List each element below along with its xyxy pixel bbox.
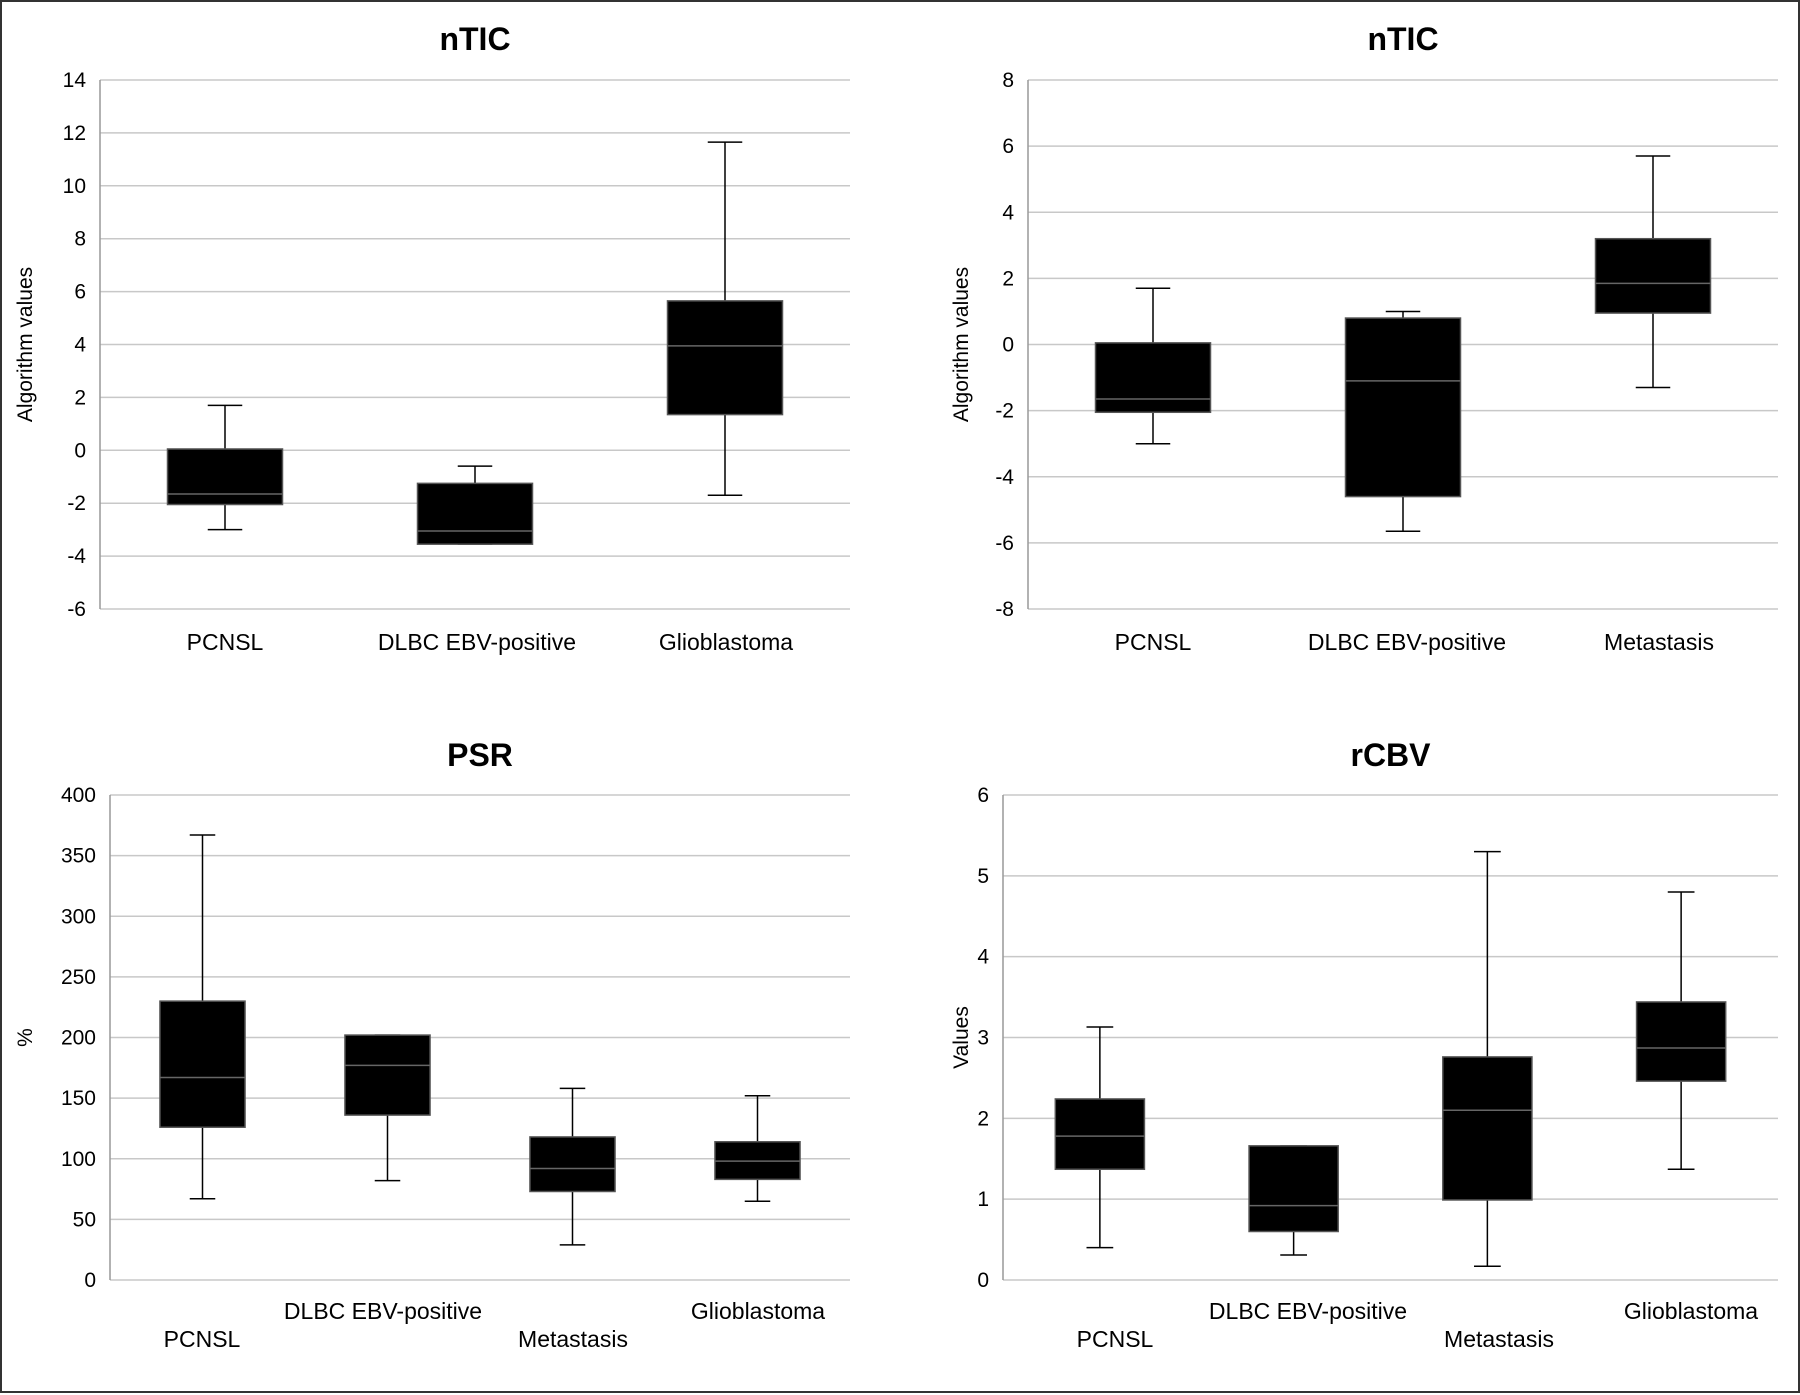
category-label: Metastasis — [1604, 629, 1714, 655]
y-tick-label: 12 — [63, 122, 86, 145]
y-tick-label: 100 — [61, 1148, 96, 1171]
box-iqr — [166, 448, 284, 506]
y-tick-label: -6 — [67, 598, 86, 621]
y-tick-label: 400 — [61, 784, 96, 807]
category-label: PCNSL — [1115, 629, 1192, 655]
category-label: PCNSL — [187, 629, 264, 655]
y-tick-label: 0 — [84, 1269, 96, 1292]
chart-title: nTIC — [1367, 21, 1438, 57]
box-iqr — [1442, 1056, 1533, 1201]
y-tick-label: 10 — [63, 175, 86, 198]
box-iqr — [1248, 1145, 1339, 1233]
y-tick-label: 4 — [977, 946, 989, 969]
y-tick-label: -2 — [995, 400, 1014, 423]
box-iqr — [344, 1034, 431, 1116]
category-label: DLBC EBV-positive — [284, 1298, 482, 1324]
box-iqr — [1344, 317, 1462, 498]
category-label: DLBC EBV-positive — [378, 629, 576, 655]
y-tick-label: 6 — [977, 784, 989, 807]
y-tick-label: -4 — [67, 545, 86, 568]
y-tick-label: 0 — [977, 1269, 989, 1292]
y-tick-label: 6 — [74, 281, 86, 304]
y-tick-label: 2 — [977, 1107, 989, 1130]
y-tick-label: 0 — [1002, 334, 1014, 357]
y-tick-label: 250 — [61, 966, 96, 989]
category-label: PCNSL — [164, 1326, 241, 1352]
y-axis-label: Algorithm values — [950, 267, 973, 422]
category-label: Glioblastoma — [691, 1298, 825, 1324]
box-iqr — [666, 300, 784, 416]
category-label: Glioblastoma — [1624, 1298, 1758, 1324]
box-iqr — [1635, 1001, 1727, 1082]
y-tick-label: 4 — [1002, 201, 1014, 224]
y-tick-label: 150 — [61, 1087, 96, 1110]
y-tick-label: -8 — [995, 598, 1014, 621]
box-iqr — [416, 482, 534, 545]
y-axis-label: Values — [950, 1006, 973, 1069]
box-iqr — [1054, 1098, 1146, 1171]
y-tick-label: 6 — [1002, 135, 1014, 158]
box-iqr — [529, 1136, 616, 1193]
y-tick-label: 2 — [74, 386, 86, 409]
category-label: DLBC EBV-positive — [1209, 1298, 1407, 1324]
y-tick-label: 14 — [63, 69, 87, 92]
y-tick-label: 2 — [1002, 267, 1014, 290]
chart-title: rCBV — [1350, 737, 1431, 773]
category-label: Glioblastoma — [659, 629, 793, 655]
y-tick-label: 0 — [74, 439, 86, 462]
category-label: PCNSL — [1077, 1326, 1154, 1352]
category-label: Metastasis — [518, 1326, 628, 1352]
y-tick-label: 8 — [74, 228, 86, 251]
category-label: Metastasis — [1444, 1326, 1554, 1352]
chart-title: nTIC — [439, 21, 510, 57]
y-tick-label: -4 — [995, 466, 1014, 489]
y-tick-label: 200 — [61, 1027, 96, 1050]
y-tick-label: 1 — [977, 1188, 989, 1211]
y-tick-label: 4 — [74, 334, 86, 357]
box-iqr — [1094, 342, 1212, 414]
box-iqr — [159, 1000, 246, 1128]
y-tick-label: 8 — [1002, 69, 1014, 92]
y-tick-label: -6 — [995, 532, 1014, 555]
chart-title: PSR — [447, 737, 513, 773]
y-axis-label: % — [14, 1028, 37, 1047]
y-tick-label: -2 — [67, 492, 86, 515]
y-tick-label: 350 — [61, 845, 96, 868]
y-tick-label: 3 — [977, 1027, 989, 1050]
y-axis-label: Algorithm values — [14, 267, 37, 422]
y-tick-label: 300 — [61, 905, 96, 928]
box-iqr — [1594, 237, 1712, 314]
category-label: DLBC EBV-positive — [1308, 629, 1506, 655]
y-tick-label: 50 — [73, 1208, 96, 1231]
y-tick-label: 5 — [977, 865, 989, 888]
